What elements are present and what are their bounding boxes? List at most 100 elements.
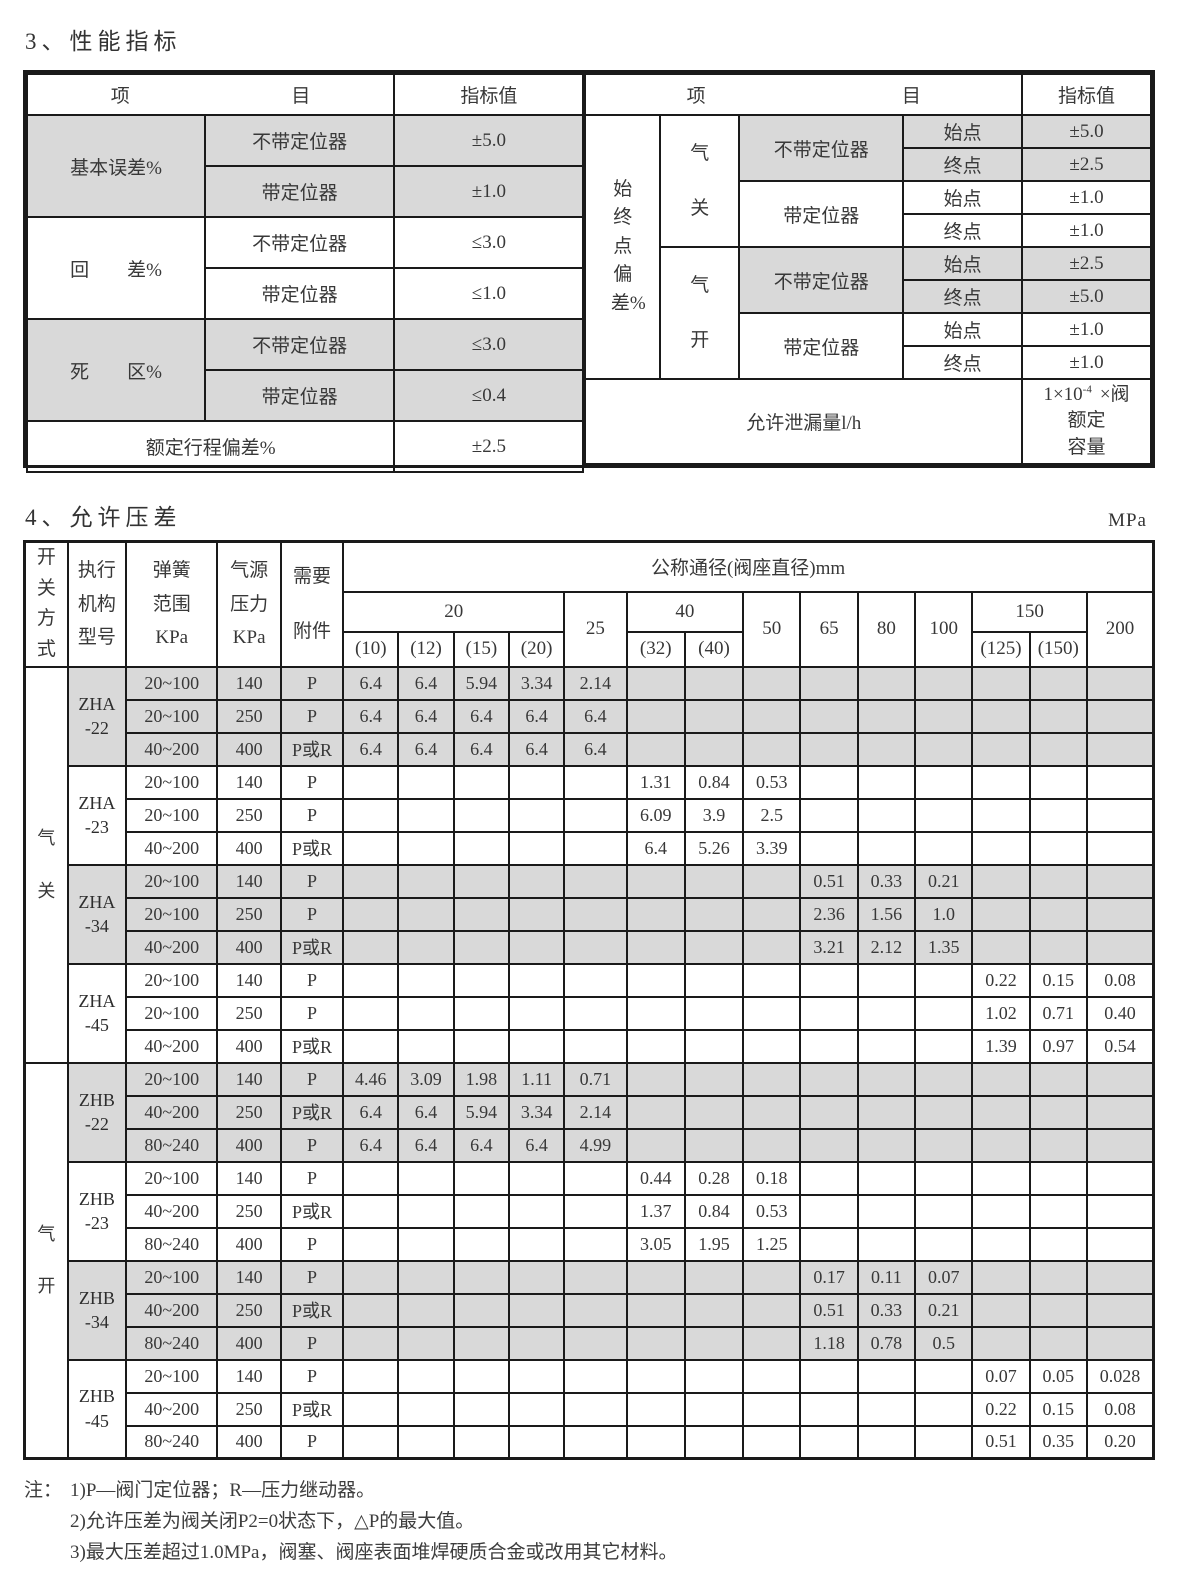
dp-value-cell: 6.4: [625, 830, 686, 866]
dp-value-cell: 6.4: [507, 698, 566, 734]
item-start-end-deviation: 始终点偏差%: [584, 114, 662, 380]
dp-value-cell: [742, 731, 802, 767]
header-item-left: 项: [110, 86, 130, 107]
dp-value-cell: [452, 764, 510, 800]
dp-value-cell: [683, 1424, 745, 1460]
header-switch-mode: 开关方式: [23, 540, 69, 668]
dp-value-cell: [452, 1259, 510, 1295]
point-label: 始点: [902, 246, 1024, 281]
dp-value-cell: 0.40: [1085, 995, 1155, 1031]
header-nominal-diameter: 公称通径(阀座直径)mm: [342, 540, 1155, 593]
dp-value-cell: [971, 896, 1031, 932]
accessory-cell: P: [279, 1424, 345, 1460]
header-dn200: 200: [1085, 590, 1155, 668]
performance-table-left: 项 目 指标值 基本误差% 不带定位器 ±5.0 带定位器 ±1.0: [25, 73, 585, 473]
header-seat-20: (20): [507, 630, 566, 668]
dp-value-cell: 0.15: [1028, 1391, 1088, 1427]
dp-value-cell: [507, 1292, 566, 1328]
dp-value-cell: [452, 1028, 510, 1064]
dp-value-cell: [1028, 1127, 1088, 1163]
accessory-cell: P或R: [279, 1391, 345, 1427]
dp-value-cell: [397, 995, 455, 1031]
dp-value-cell: [914, 731, 974, 767]
dp-value-cell: [799, 665, 859, 701]
dp-value-cell: 0.54: [1085, 1028, 1155, 1064]
supply-pressure-cell: 140: [216, 1061, 282, 1097]
dp-value-cell: [914, 1127, 974, 1163]
dp-value-cell: 0.33: [856, 863, 917, 899]
dp-value-cell: 6.4: [342, 665, 400, 701]
dp-value-cell: [1085, 1325, 1155, 1361]
header-seat-32: (32): [625, 630, 686, 668]
dp-value-cell: [856, 731, 917, 767]
dp-value-cell: 6.4: [563, 731, 628, 767]
dp-value-cell: [683, 1391, 745, 1427]
spring-range-cell: 80~240: [125, 1226, 219, 1262]
unit-label: MPa: [1108, 510, 1147, 531]
spring-range-cell: 20~100: [125, 797, 219, 833]
header-dn150: 150: [971, 590, 1088, 633]
point-value: ±5.0: [1021, 114, 1152, 149]
dp-value-cell: 1.11: [507, 1061, 566, 1097]
dp-value-cell: [1085, 797, 1155, 833]
dp-value-cell: [742, 863, 802, 899]
dp-value-cell: [1085, 1292, 1155, 1328]
dp-value-cell: [971, 929, 1031, 965]
dp-value-cell: [397, 962, 455, 998]
supply-pressure-cell: 250: [216, 1193, 282, 1229]
header-seat-12: (12): [397, 630, 455, 668]
leakage-value-line3: 容量: [1067, 436, 1106, 458]
dp-value-cell: 1.02: [971, 995, 1031, 1031]
dp-value-cell: [1028, 764, 1088, 800]
dp-value-cell: [563, 1028, 628, 1064]
dp-value-cell: [799, 1028, 859, 1064]
point-value: ±1.0: [1021, 345, 1152, 380]
dp-value-cell: [1028, 665, 1088, 701]
dp-value-cell: [563, 1325, 628, 1361]
dp-value-cell: 6.4: [397, 1094, 455, 1130]
performance-table-right: 项 目 指标值 始终点偏差% 气关 不带定位器 始点: [584, 73, 1152, 465]
spring-range-cell: 40~200: [125, 1094, 219, 1130]
dp-value-cell: [625, 929, 686, 965]
dp-value-cell: [1028, 1226, 1088, 1262]
dp-value-cell: [563, 1391, 628, 1427]
dp-value-cell: [799, 1127, 859, 1163]
dp-value-cell: 0.07: [914, 1259, 974, 1295]
dp-value-cell: 0.5: [914, 1325, 974, 1361]
dp-value-cell: [507, 764, 566, 800]
dp-value-cell: [342, 1226, 400, 1262]
dp-value-cell: [625, 1028, 686, 1064]
dp-value-cell: [397, 1160, 455, 1196]
dp-value-cell: [742, 1391, 802, 1427]
dp-value-cell: 0.08: [1085, 962, 1155, 998]
dp-value-cell: 1.31: [625, 764, 686, 800]
dp-value-cell: [507, 1193, 566, 1229]
dp-value-cell: [563, 764, 628, 800]
dp-value-cell: 3.9: [683, 797, 745, 833]
dp-value-cell: [914, 1226, 974, 1262]
dp-value-cell: [914, 764, 974, 800]
point-label: 终点: [902, 213, 1024, 248]
dp-value-cell: [742, 1259, 802, 1295]
dp-value-cell: [625, 1424, 686, 1460]
dp-value-cell: 4.99: [563, 1127, 628, 1163]
dp-value-cell: [683, 1358, 745, 1394]
dp-value-cell: 6.4: [397, 698, 455, 734]
dp-value-cell: [856, 698, 917, 734]
accessory-cell: P: [279, 1358, 345, 1394]
switch-mode-cell-0: 气关: [23, 665, 69, 1064]
supply-pressure-cell: 250: [216, 698, 282, 734]
accessory-cell: P: [279, 1259, 345, 1295]
dp-value-cell: [507, 797, 566, 833]
accessory-cell: P: [279, 962, 345, 998]
dp-value-cell: 0.22: [971, 1391, 1031, 1427]
header-dn40: 40: [625, 590, 745, 633]
dp-value-cell: [856, 962, 917, 998]
dp-value-cell: [742, 896, 802, 932]
dp-value-cell: [914, 1193, 974, 1229]
item-dead-band: 死 区%: [25, 318, 207, 422]
dp-value-cell: [452, 863, 510, 899]
section3-title: 3、性能指标: [25, 29, 182, 54]
dp-value-cell: [971, 1325, 1031, 1361]
dp-value-cell: [625, 896, 686, 932]
